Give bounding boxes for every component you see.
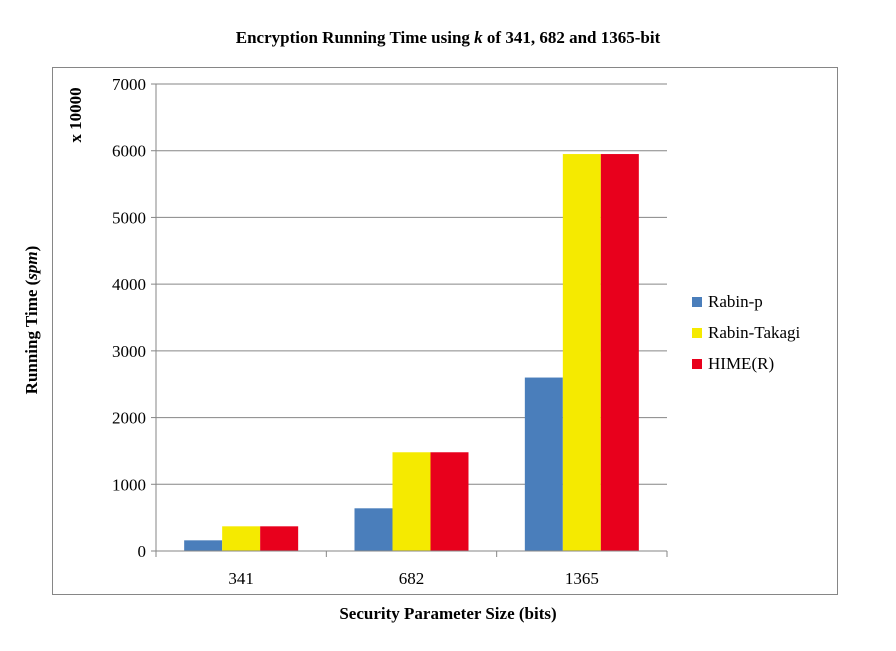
bar-rabin-p-1365: [524, 377, 563, 551]
legend-swatch: [692, 358, 702, 369]
x-axis-label: Security Parameter Size (bits): [339, 604, 557, 623]
y-tick-label: 4000: [112, 275, 146, 294]
y-multiplier-label: x 10000: [66, 87, 85, 142]
y-tick-labels: 0 1000 2000 3000 4000 5000 6000 7000: [112, 75, 146, 561]
x-tick-label: 341: [228, 569, 254, 588]
legend-item-hime-r: HIME(R): [692, 348, 800, 379]
legend-label: HIME(R): [708, 353, 775, 373]
y-axis-label: Running Time (spm): [22, 246, 41, 395]
chart-title: Encryption Running Time using k of 341, …: [235, 28, 661, 47]
legend-item-rabin-takagi: Rabin-Takagi: [692, 317, 800, 348]
bar-hime-r-682: [430, 452, 469, 551]
bar-rabin-takagi-1365: [562, 154, 601, 552]
legend-swatch: [692, 327, 702, 338]
x-tick-label: 1365: [565, 569, 599, 588]
y-tick-label: 6000: [112, 142, 146, 161]
bar-rabin-takagi-341: [222, 526, 261, 551]
bar-rabin-p-682: [354, 508, 393, 551]
x-tick-label: 682: [399, 569, 425, 588]
legend-label: Rabin-Takagi: [708, 322, 801, 342]
legend: Rabin-p Rabin-Takagi HIME(R): [692, 286, 800, 379]
y-tick-label: 7000: [112, 75, 146, 94]
bars: [184, 154, 639, 552]
chart-frame: [52, 67, 838, 595]
svg-text:Running Time (spm): Running Time (spm): [22, 246, 41, 395]
bar-rabin-p-341: [184, 540, 223, 551]
y-tick-label: 5000: [112, 208, 146, 227]
legend-label: Rabin-p: [708, 291, 763, 311]
bar-hime-r-1365: [600, 154, 639, 552]
legend-item-rabin-p: Rabin-p: [692, 286, 800, 317]
y-tick-label: 2000: [112, 409, 146, 428]
x-tick-labels: 341 682 1365: [228, 569, 598, 588]
axes: [151, 83, 668, 557]
legend-swatch: [692, 296, 702, 307]
bar-rabin-takagi-682: [392, 452, 431, 551]
y-tick-label: 1000: [112, 475, 146, 494]
bar-hime-r-341: [260, 526, 299, 551]
y-tick-label: 0: [138, 542, 147, 561]
y-tick-label: 3000: [112, 342, 146, 361]
svg-text:x 10000: x 10000: [66, 87, 85, 142]
